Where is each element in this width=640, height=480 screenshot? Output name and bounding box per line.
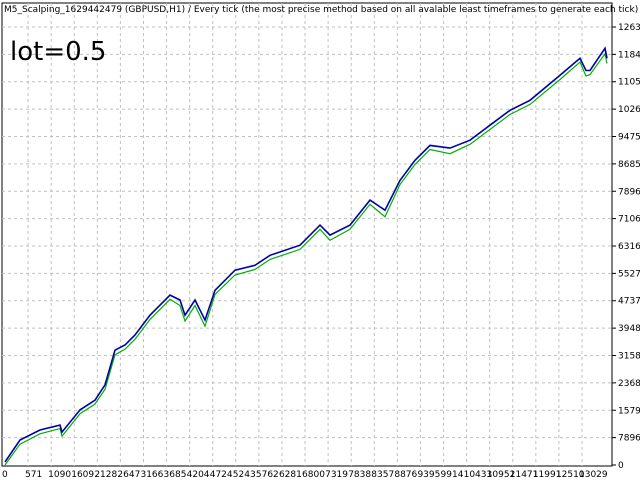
x-tick-label: 10433 — [464, 470, 493, 480]
x-tick-label: 12510 — [556, 470, 585, 480]
x-tick-label: 3166 — [140, 470, 163, 480]
balance-line — [4, 46, 608, 463]
x-tick-label: 6281 — [279, 470, 302, 480]
grid — [2, 3, 612, 466]
x-tick-label: 2128 — [94, 470, 117, 480]
y-tick-label: 0 — [618, 461, 624, 471]
y-tick-label: 118442 — [618, 50, 640, 60]
y-tick-label: 86858 — [618, 160, 640, 170]
x-tick-label: 6800 — [302, 470, 325, 480]
y-tick-label: 102650 — [618, 105, 640, 115]
series-lines — [4, 46, 608, 466]
x-tick-label: 11991 — [533, 470, 562, 480]
x-tick-label: 11471 — [510, 470, 539, 480]
y-tick-label: 94754 — [618, 132, 640, 142]
y-tick-label: 39481 — [618, 324, 640, 334]
y-tick-label: 23688 — [618, 379, 640, 389]
x-tick-label: 5762 — [256, 470, 279, 480]
x-tick-label: 8357 — [371, 470, 394, 480]
x-tick-label: 7838 — [348, 470, 371, 480]
x-axis: 0 571 1090 1609 2128 2647 3166 3685 4204 4724 5243… — [2, 470, 608, 480]
y-tick-label: 47377 — [618, 297, 640, 307]
x-tick-label: 0 — [2, 470, 8, 480]
x-tick-label: 4204 — [187, 470, 210, 480]
x-tick-label: 9914 — [441, 470, 464, 480]
x-tick-label: 3685 — [164, 470, 187, 480]
y-tick-label: 71065 — [618, 215, 640, 225]
equity-line — [4, 52, 608, 466]
x-tick-label: 5243 — [233, 470, 256, 480]
x-tick-label: 1609 — [71, 470, 94, 480]
lot-annotation: lot=0.5 — [10, 37, 106, 67]
chart-title: M5_Scalping_1629442479 (GBPUSD,H1) / Eve… — [4, 5, 640, 15]
x-tick-label: 10952 — [487, 470, 516, 480]
x-tick-label: 13029 — [579, 470, 608, 480]
x-tick-label: 9395 — [417, 470, 440, 480]
x-tick-label: 8876 — [394, 470, 417, 480]
x-tick-label: 4724 — [210, 470, 233, 480]
x-tick-label: 1090 — [48, 470, 71, 480]
y-tick-label: 7896 — [618, 434, 640, 444]
y-tick-label: 31585 — [618, 351, 640, 361]
x-tick-label: 2647 — [117, 470, 140, 480]
plot-area — [1, 2, 613, 467]
y-tick-label: 110546 — [618, 78, 640, 88]
x-tick-label: 571 — [25, 470, 42, 480]
y-tick-label: 63169 — [618, 242, 640, 252]
x-tick-label: 7319 — [325, 470, 348, 480]
y-tick-label: 126338 — [618, 23, 640, 33]
y-tick-label: 55273 — [618, 269, 640, 279]
